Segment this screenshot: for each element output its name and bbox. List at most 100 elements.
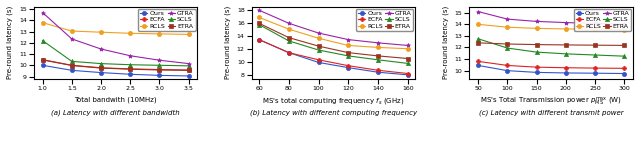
SCLS <box>562 53 570 55</box>
SCLS <box>285 40 292 42</box>
GTRA <box>156 59 163 61</box>
RCLS <box>39 22 47 23</box>
GTRA <box>562 22 570 23</box>
ETRA <box>374 55 382 57</box>
ECFA <box>68 64 76 66</box>
RCLS <box>315 37 323 39</box>
ETRA <box>562 44 570 46</box>
RCLS <box>185 33 193 35</box>
Ours <box>97 72 105 74</box>
RCLS <box>255 17 263 18</box>
Legend: Ours, ECFA, RCLS, GTRA, SCLS, ETRA: Ours, ECFA, RCLS, GTRA, SCLS, ETRA <box>356 9 413 31</box>
ETRA <box>344 52 352 54</box>
Line: RCLS: RCLS <box>257 15 410 51</box>
Line: ETRA: ETRA <box>257 21 410 61</box>
Ours <box>127 73 134 75</box>
GTRA <box>532 21 540 22</box>
RCLS <box>344 45 352 46</box>
ECFA <box>255 39 263 40</box>
Line: Ours: Ours <box>257 38 410 77</box>
ECFA <box>156 69 163 70</box>
SCLS <box>127 64 134 66</box>
ECFA <box>591 67 599 69</box>
RCLS <box>504 26 511 28</box>
Line: SCLS: SCLS <box>257 22 410 66</box>
Legend: Ours, ECFA, RCLS, GTRA, SCLS, ETRA: Ours, ECFA, RCLS, GTRA, SCLS, ETRA <box>138 9 196 31</box>
GTRA <box>504 18 511 20</box>
ETRA <box>127 68 134 70</box>
ETRA <box>315 45 323 47</box>
ETRA <box>404 58 412 59</box>
ETRA <box>185 69 193 71</box>
GTRA <box>591 22 599 24</box>
SCLS <box>68 60 76 62</box>
RCLS <box>591 28 599 30</box>
SCLS <box>97 63 105 65</box>
ECFA <box>504 65 511 66</box>
RCLS <box>97 31 105 33</box>
Y-axis label: Pre-round latency (s): Pre-round latency (s) <box>7 6 13 79</box>
RCLS <box>562 28 570 30</box>
ECFA <box>285 52 292 54</box>
SCLS <box>620 55 628 57</box>
ECFA <box>127 68 134 70</box>
GTRA <box>344 39 352 40</box>
Line: SCLS: SCLS <box>40 39 191 68</box>
ECFA <box>620 67 628 69</box>
Ours <box>404 74 412 76</box>
Text: (c) Latency with different transmit power: (c) Latency with different transmit powe… <box>479 109 623 116</box>
SCLS <box>315 49 323 51</box>
GTRA <box>285 22 292 24</box>
Ours <box>285 52 292 54</box>
Ours <box>562 72 570 74</box>
ECFA <box>374 69 382 71</box>
Ours <box>344 67 352 69</box>
SCLS <box>156 64 163 66</box>
Ours <box>374 71 382 73</box>
Ours <box>39 64 47 66</box>
Line: ECFA: ECFA <box>476 59 627 70</box>
ETRA <box>97 67 105 69</box>
Text: (b) Latency with different computing frequency: (b) Latency with different computing fre… <box>250 109 417 116</box>
X-axis label: MS's Total Transmission power $p_{\mathrm{MS}}^{\mathrm{max}}$ (W): MS's Total Transmission power $p_{\mathr… <box>480 96 622 108</box>
RCLS <box>404 48 412 50</box>
ETRA <box>285 37 292 38</box>
ETRA <box>532 44 540 45</box>
Legend: Ours, ECFA, RCLS, GTRA, SCLS, ETRA: Ours, ECFA, RCLS, GTRA, SCLS, ETRA <box>573 9 631 31</box>
Ours <box>620 73 628 74</box>
Y-axis label: Pre-round latency (s): Pre-round latency (s) <box>225 6 231 79</box>
Ours <box>185 75 193 77</box>
RCLS <box>68 30 76 32</box>
Ours <box>315 62 323 63</box>
GTRA <box>68 38 76 40</box>
ETRA <box>39 59 47 61</box>
GTRA <box>97 48 105 50</box>
ECFA <box>344 65 352 67</box>
Ours <box>474 65 482 66</box>
Ours <box>255 39 263 40</box>
Line: ETRA: ETRA <box>40 58 191 72</box>
ETRA <box>68 65 76 66</box>
Line: ECFA: ECFA <box>40 58 191 72</box>
ECFA <box>404 73 412 74</box>
SCLS <box>474 38 482 40</box>
Line: Ours: Ours <box>476 63 627 76</box>
SCLS <box>255 24 263 25</box>
ETRA <box>255 22 263 24</box>
SCLS <box>532 51 540 53</box>
RCLS <box>620 29 628 30</box>
SCLS <box>374 59 382 61</box>
Line: GTRA: GTRA <box>40 10 191 66</box>
Line: GTRA: GTRA <box>476 9 627 26</box>
ETRA <box>591 44 599 46</box>
SCLS <box>504 47 511 49</box>
SCLS <box>404 62 412 64</box>
RCLS <box>285 28 292 30</box>
ECFA <box>39 59 47 61</box>
SCLS <box>344 55 352 57</box>
RCLS <box>127 32 134 34</box>
Line: RCLS: RCLS <box>40 21 191 37</box>
X-axis label: Total bandwith (10MHz): Total bandwith (10MHz) <box>74 96 157 103</box>
GTRA <box>620 23 628 25</box>
GTRA <box>404 45 412 46</box>
